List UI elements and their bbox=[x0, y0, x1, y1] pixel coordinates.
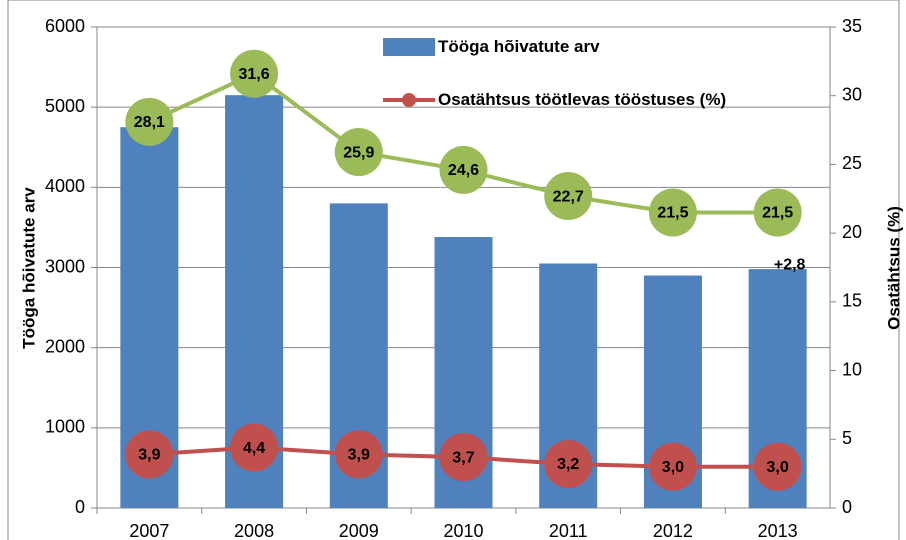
data-label: 3,9 bbox=[138, 447, 160, 464]
y-axis-title: Tööga hõivatute arv bbox=[19, 187, 38, 349]
y-tick-label: 4000 bbox=[45, 176, 85, 196]
data-label: 21,5 bbox=[657, 205, 688, 222]
x-tick-label: 2010 bbox=[443, 521, 483, 540]
marker bbox=[648, 188, 697, 237]
data-label: 3,2 bbox=[557, 456, 579, 473]
legend-label: Tööga hõivatute arv bbox=[438, 37, 600, 56]
y-tick-label: 1000 bbox=[45, 417, 85, 437]
legend-entry: Tööga hõivatute arv bbox=[438, 37, 600, 56]
marker bbox=[753, 442, 802, 491]
y-tick-label: 6000 bbox=[45, 16, 85, 36]
labels: 0 1000 2000 3000 4000 5000 6000 0 5 10 15 20 25 30 35 2… bbox=[45, 16, 862, 540]
y2-tick-label: 20 bbox=[842, 222, 862, 242]
data-label: 21,5 bbox=[762, 205, 793, 222]
y2-axis-title: Osatähtsus (%) bbox=[884, 206, 903, 330]
marker bbox=[334, 128, 383, 177]
data-label: 3,0 bbox=[662, 459, 684, 476]
marker bbox=[334, 430, 383, 479]
data-label: 22,7 bbox=[553, 188, 584, 205]
x-tick-label: 2011 bbox=[549, 521, 588, 540]
marker bbox=[230, 49, 279, 98]
data-label: 3,9 bbox=[348, 447, 370, 464]
data-label: 4,4 bbox=[243, 440, 265, 457]
legend-entry: Osatähtsus töötlevas tööstuses (%) bbox=[438, 90, 727, 109]
y2-tick-label: 25 bbox=[842, 153, 862, 173]
marker bbox=[125, 97, 174, 146]
data-label: 25,9 bbox=[343, 144, 374, 161]
y2-tick-label: 10 bbox=[842, 359, 862, 379]
legend-label: Osatähtsus töötlevas tööstuses (%) bbox=[438, 90, 727, 109]
marker bbox=[544, 440, 593, 489]
marker bbox=[125, 430, 174, 479]
marker bbox=[439, 145, 488, 194]
data-label: 24,6 bbox=[448, 162, 479, 179]
data-label: 31,6 bbox=[239, 66, 270, 83]
data-label: 3,7 bbox=[452, 449, 474, 466]
y2-tick-label: 15 bbox=[842, 291, 862, 311]
marker bbox=[544, 172, 593, 221]
marker bbox=[439, 433, 488, 482]
x-tick-label: 2013 bbox=[758, 521, 798, 540]
y-tick-label: 3000 bbox=[45, 256, 85, 276]
marker bbox=[230, 423, 279, 472]
marker bbox=[753, 188, 802, 237]
y2-tick-label: 0 bbox=[842, 497, 852, 517]
marker bbox=[648, 442, 697, 491]
y-tick-label: 0 bbox=[75, 497, 85, 517]
legend-swatch bbox=[383, 38, 435, 56]
y2-tick-label: 35 bbox=[842, 16, 862, 36]
y-tick-label: 5000 bbox=[45, 96, 85, 116]
chart-frame bbox=[7, 0, 900, 540]
x-tick-label: 2008 bbox=[234, 521, 274, 540]
data-label: 28,1 bbox=[134, 114, 165, 131]
data-label: 3,0 bbox=[767, 459, 789, 476]
x-tick-label: 2009 bbox=[339, 521, 379, 540]
x-tick-label: 2012 bbox=[653, 521, 693, 540]
x-tick-label: 2007 bbox=[129, 521, 169, 540]
lines: 28,1 31,6 25,9 24,6 22,7 21,5 21,5 3,9 4,4 3,9 3,7… bbox=[125, 49, 802, 491]
legend-marker bbox=[402, 93, 416, 107]
y-tick-label: 2000 bbox=[45, 336, 85, 356]
y2-tick-label: 5 bbox=[842, 428, 852, 448]
y2-tick-label: 30 bbox=[842, 84, 862, 104]
annotation: +2,8 bbox=[774, 256, 806, 273]
